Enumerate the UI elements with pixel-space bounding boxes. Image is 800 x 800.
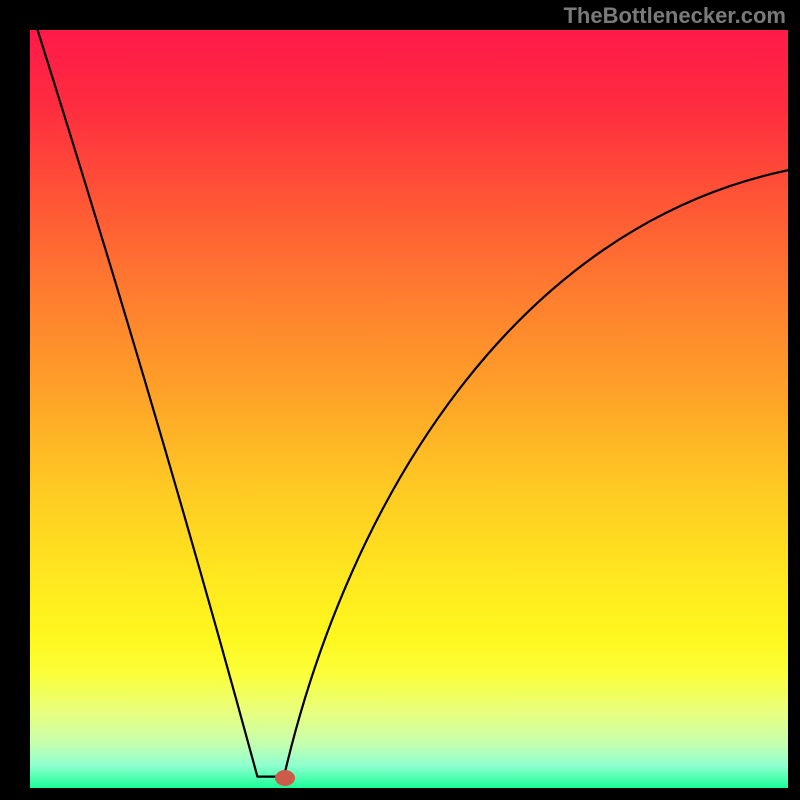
plot-area (30, 30, 788, 788)
watermark-text: TheBottlenecker.com (563, 3, 786, 29)
v-curve-path (38, 30, 788, 777)
optimum-marker (275, 770, 295, 786)
bottleneck-curve (30, 30, 788, 788)
